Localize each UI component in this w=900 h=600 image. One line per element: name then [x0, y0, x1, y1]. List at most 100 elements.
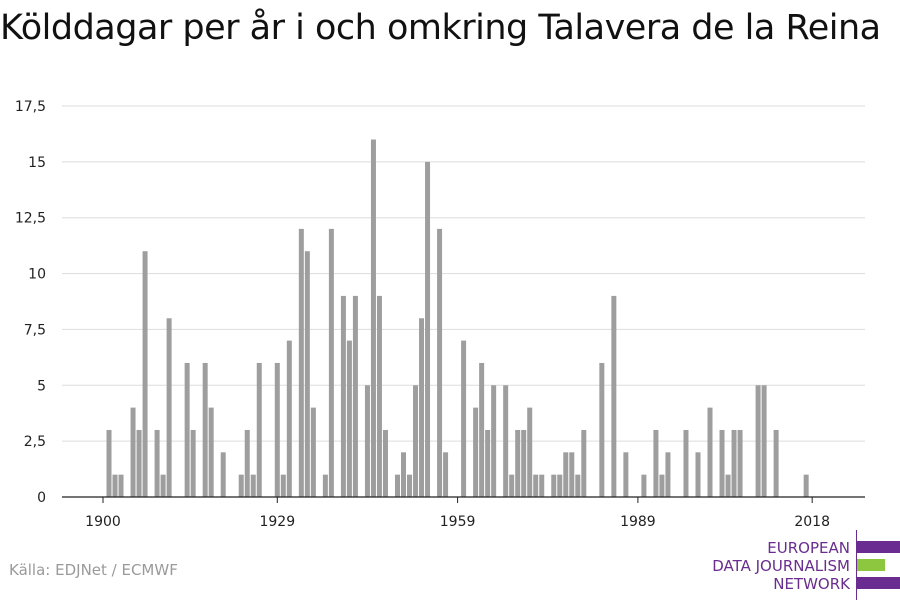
- logo-line-2: DATA JOURNALISM: [712, 557, 850, 575]
- x-tick-label: 2018: [794, 514, 830, 530]
- bar: [581, 429, 587, 497]
- bar: [665, 452, 671, 497]
- bar: [142, 251, 148, 497]
- bar: [286, 340, 292, 497]
- bar: [166, 318, 172, 497]
- bar: [653, 429, 659, 497]
- bar: [220, 452, 226, 497]
- y-tick-label: 12,5: [15, 211, 46, 227]
- bar: [443, 452, 449, 497]
- y-tick-label: 0: [37, 490, 46, 506]
- y-axis-ticks: 0 2,5 5 7,5 10 12,5 15 17,5: [15, 99, 46, 506]
- bar: [401, 452, 406, 497]
- bar: [755, 385, 761, 497]
- logo-line-3: NETWORK: [773, 575, 850, 593]
- bar: [298, 228, 304, 497]
- bar: [725, 474, 731, 497]
- logo-line-1: EUROPEAN: [767, 539, 850, 557]
- bar: [569, 452, 575, 497]
- bar: [376, 295, 382, 497]
- bar: [340, 295, 346, 497]
- y-tick-label: 10: [28, 267, 46, 283]
- bar: [364, 385, 370, 497]
- bar: [208, 407, 214, 497]
- bar: [202, 362, 208, 497]
- y-tick-label: 7,5: [24, 322, 46, 338]
- logo-bar-purple-top: [857, 541, 900, 553]
- x-tick-label: 1989: [620, 514, 656, 530]
- bar: [557, 474, 563, 497]
- bar: [515, 429, 521, 497]
- bar: [425, 161, 431, 497]
- bar: [599, 362, 605, 497]
- bar: [160, 474, 166, 497]
- x-tick-label: 1929: [259, 514, 295, 530]
- bar-chart: 0 2,5 5 7,5 10 12,5 15 17,5 1900 1929 1959 1989 201…: [15, 99, 865, 530]
- bar: [154, 429, 160, 497]
- y-tick-label: 17,5: [15, 99, 46, 115]
- logo-divider: [856, 530, 857, 600]
- bar: [370, 139, 376, 497]
- bar: [551, 474, 557, 497]
- bar: [485, 429, 491, 497]
- bar: [539, 474, 545, 497]
- bar: [521, 429, 527, 497]
- bar: [118, 474, 124, 497]
- bar: [509, 474, 515, 497]
- bar: [773, 429, 779, 497]
- bar: [719, 429, 725, 497]
- bar: [473, 407, 479, 497]
- bars: [106, 139, 809, 497]
- bar: [250, 474, 256, 497]
- bar: [130, 407, 136, 497]
- bar: [761, 385, 767, 497]
- bar: [112, 474, 118, 497]
- source-note: Källa: EDJNet / ECMWF: [9, 561, 178, 579]
- bar: [328, 228, 334, 497]
- edjnet-logo: EUROPEAN DATA JOURNALISM NETWORK: [700, 530, 900, 600]
- logo-bar-green: [857, 559, 885, 571]
- bar: [238, 474, 244, 497]
- bar: [382, 429, 388, 497]
- bar: [641, 474, 647, 497]
- bar: [280, 474, 286, 497]
- bar: [322, 474, 328, 497]
- bar: [683, 429, 689, 497]
- bar: [803, 474, 809, 497]
- bar: [611, 295, 617, 497]
- x-tick-label: 1959: [440, 514, 476, 530]
- bar: [527, 407, 533, 497]
- bar: [503, 385, 509, 497]
- bar: [310, 407, 316, 497]
- bar: [256, 362, 262, 497]
- bar: [419, 318, 425, 497]
- bar: [346, 340, 352, 497]
- bar: [136, 429, 142, 497]
- x-tick-label: 1900: [85, 514, 121, 530]
- bar: [491, 385, 497, 497]
- y-tick-label: 15: [28, 155, 46, 171]
- bar: [304, 251, 310, 497]
- bar: [737, 429, 743, 497]
- bar: [461, 340, 467, 497]
- logo-bar-purple-bottom: [857, 577, 900, 589]
- bar: [731, 429, 737, 497]
- bar: [184, 362, 190, 497]
- bar: [659, 474, 665, 497]
- chart-title: Kölddagar per år i och omkring Talavera …: [0, 8, 881, 48]
- x-axis-ticks: 1900 1929 1959 1989 2018: [85, 497, 830, 530]
- bar: [623, 452, 629, 497]
- bar: [394, 474, 400, 497]
- bar: [274, 362, 280, 497]
- bar: [106, 429, 112, 497]
- bar: [695, 452, 701, 497]
- bar: [407, 474, 413, 497]
- bar: [244, 429, 250, 497]
- bar: [707, 407, 713, 497]
- bar: [413, 385, 419, 497]
- y-tick-label: 2,5: [24, 434, 46, 450]
- bar: [190, 429, 196, 497]
- bar: [352, 295, 358, 497]
- y-tick-label: 5: [37, 378, 46, 394]
- bar: [533, 474, 539, 497]
